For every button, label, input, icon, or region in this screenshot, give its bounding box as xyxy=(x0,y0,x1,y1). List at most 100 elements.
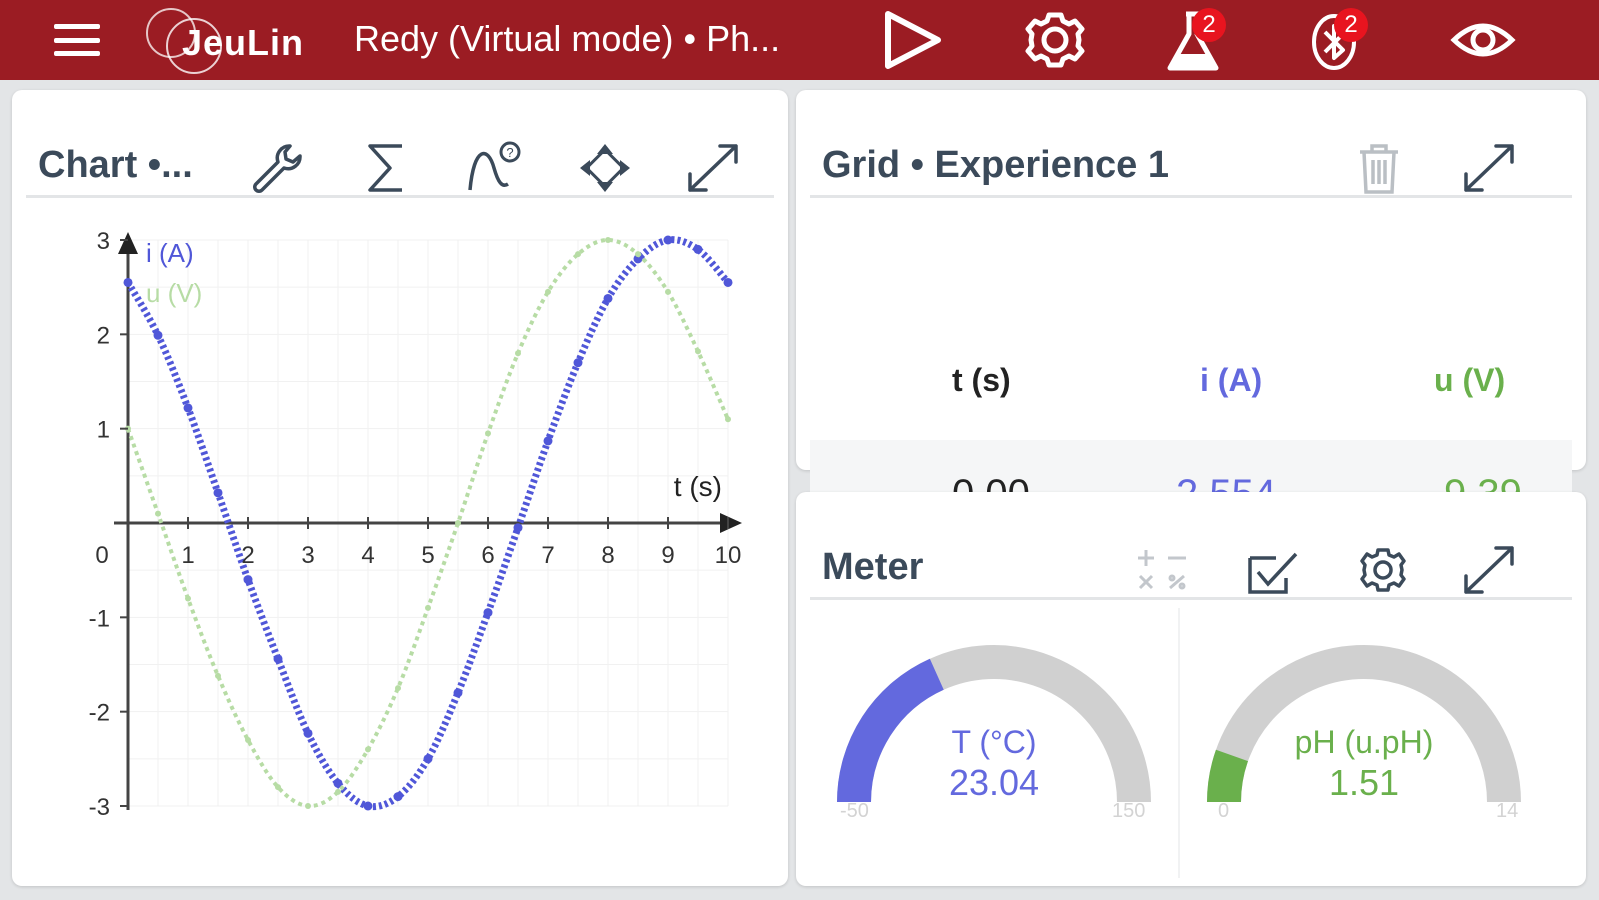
temperature-gauge[interactable]: T (°C) 23.04 -50 150 xyxy=(834,632,1154,872)
data-point-1 xyxy=(245,736,251,743)
chart-panel: Chart •... ? 0 1 2 3 4 5 6 7 8 9 10 3 2 1 -1 -2 -3 i (A)… xyxy=(12,90,788,886)
data-point-0 xyxy=(273,654,283,664)
bluetooth-icon[interactable]: 2 xyxy=(1302,6,1372,74)
eye-icon[interactable] xyxy=(1448,6,1518,74)
grid-header-u[interactable]: u (V) xyxy=(1434,362,1506,398)
data-point-1 xyxy=(605,237,611,243)
data-point-0 xyxy=(513,523,523,533)
wrench-icon[interactable] xyxy=(244,136,310,200)
meter-panel: Meter T (°C) 23.04 -50 150 pH ( xyxy=(796,492,1586,886)
grid-panel-header: Grid • Experience 1 xyxy=(810,108,1572,198)
data-point-1 xyxy=(725,416,731,423)
gauge-fill xyxy=(1207,749,1249,803)
data-point-1 xyxy=(305,803,311,809)
grid-panel-title: Grid • Experience 1 xyxy=(822,144,1170,186)
data-point-1 xyxy=(395,685,401,692)
x-tick-label: 10 xyxy=(715,542,742,569)
bluetooth-badge: 2 xyxy=(1334,8,1368,42)
chart-panel-header: Chart •... ? xyxy=(26,108,774,198)
grid-header-t[interactable]: t (s) xyxy=(952,362,1011,398)
data-point-0 xyxy=(603,293,613,303)
grid-header-i[interactable]: i (A) xyxy=(1200,362,1263,398)
gauge-min-ph: 0 xyxy=(1218,800,1230,822)
meter-panel-header: Meter xyxy=(810,510,1572,600)
move-icon[interactable] xyxy=(572,136,638,200)
legend-u: u (V) xyxy=(146,278,202,308)
grid-panel: Grid • Experience 1 t (s) i (A) u (V) 0.… xyxy=(796,90,1586,552)
data-point-1 xyxy=(545,288,551,295)
data-point-0 xyxy=(243,575,253,585)
data-point-1 xyxy=(635,251,641,258)
data-point-1 xyxy=(275,784,281,791)
gauge-value-ph: 1.51 xyxy=(1328,762,1400,803)
chart-panel-title: Chart •... xyxy=(38,144,193,186)
data-point-0 xyxy=(183,403,193,413)
data-point-0 xyxy=(303,728,313,738)
x-tick-label: 0 xyxy=(95,542,108,569)
data-point-0 xyxy=(123,277,133,287)
y-tick-label: 2 xyxy=(97,322,110,349)
data-point-1 xyxy=(155,510,161,517)
sigma-icon[interactable] xyxy=(354,136,420,200)
play-icon[interactable] xyxy=(878,6,948,74)
curve-fit-icon[interactable]: ? xyxy=(464,136,530,200)
data-point-0 xyxy=(153,330,163,340)
data-point-0 xyxy=(663,235,673,245)
data-point-1 xyxy=(215,672,221,679)
x-tick-label: 5 xyxy=(421,542,434,569)
x-tick-label: 3 xyxy=(301,542,314,569)
x-axis-arrow xyxy=(720,513,742,533)
y-tick-label: -1 xyxy=(89,605,110,632)
x-tick-label: 4 xyxy=(361,542,374,569)
y-tick-label: -3 xyxy=(89,794,110,821)
expand-icon[interactable] xyxy=(1456,538,1522,602)
gear-icon[interactable] xyxy=(1020,6,1090,74)
y-tick-label: 1 xyxy=(97,417,110,444)
x-tick-label: 8 xyxy=(601,542,614,569)
ph-gauge[interactable]: pH (u.pH) 1.51 0 14 xyxy=(1204,632,1524,872)
gauge-fill xyxy=(837,658,945,803)
gauge-label-temperature: T (°C) xyxy=(951,724,1037,760)
data-point-0 xyxy=(393,792,403,802)
data-point-1 xyxy=(185,595,191,602)
top-bar: JeuLin Redy (Virtual mode) • Ph... 2 2 xyxy=(0,0,1599,80)
calculator-icon[interactable] xyxy=(1130,538,1196,602)
data-point-0 xyxy=(213,488,223,498)
hamburger-menu-icon[interactable] xyxy=(48,18,106,62)
data-point-1 xyxy=(365,746,371,753)
gauge-min-temperature: -50 xyxy=(840,800,869,822)
x-tick-label: 6 xyxy=(481,542,494,569)
data-point-1 xyxy=(485,430,491,437)
gear-icon[interactable] xyxy=(1350,538,1416,602)
logo-text: JeuLin xyxy=(182,22,305,63)
data-point-1 xyxy=(665,288,671,295)
data-point-0 xyxy=(453,688,463,698)
lab-badge: 2 xyxy=(1192,8,1226,42)
chart-plot[interactable]: 0 1 2 3 4 5 6 7 8 9 10 3 2 1 -1 -2 -3 i (A) u (V) t (s) xyxy=(12,220,788,886)
data-point-0 xyxy=(543,436,553,446)
data-point-1 xyxy=(335,788,341,795)
data-point-0 xyxy=(423,754,433,764)
data-point-0 xyxy=(723,277,733,287)
y-tick-label: -2 xyxy=(89,700,110,727)
x-axis-label: t (s) xyxy=(674,471,722,502)
checkbox-icon[interactable] xyxy=(1240,538,1306,602)
data-point-1 xyxy=(695,348,701,355)
expand-icon[interactable] xyxy=(680,136,746,200)
x-tick-label: 9 xyxy=(661,542,674,569)
x-tick-label: 7 xyxy=(541,542,554,569)
x-tick-label: 1 xyxy=(181,542,194,569)
data-point-1 xyxy=(425,604,431,611)
expand-icon[interactable] xyxy=(1456,136,1522,200)
data-point-0 xyxy=(363,801,373,811)
data-point-1 xyxy=(455,520,461,526)
lab-flask-icon[interactable]: 2 xyxy=(1160,6,1230,74)
x-tick-label: 2 xyxy=(241,542,254,569)
gauge-value-temperature: 23.04 xyxy=(948,762,1040,803)
meter-panel-title: Meter xyxy=(822,546,924,588)
gauge-track xyxy=(1207,645,1521,803)
svg-text:?: ? xyxy=(506,145,513,160)
legend-i: i (A) xyxy=(146,238,194,268)
y-axis-arrow xyxy=(118,232,138,254)
trash-icon[interactable] xyxy=(1346,136,1412,200)
